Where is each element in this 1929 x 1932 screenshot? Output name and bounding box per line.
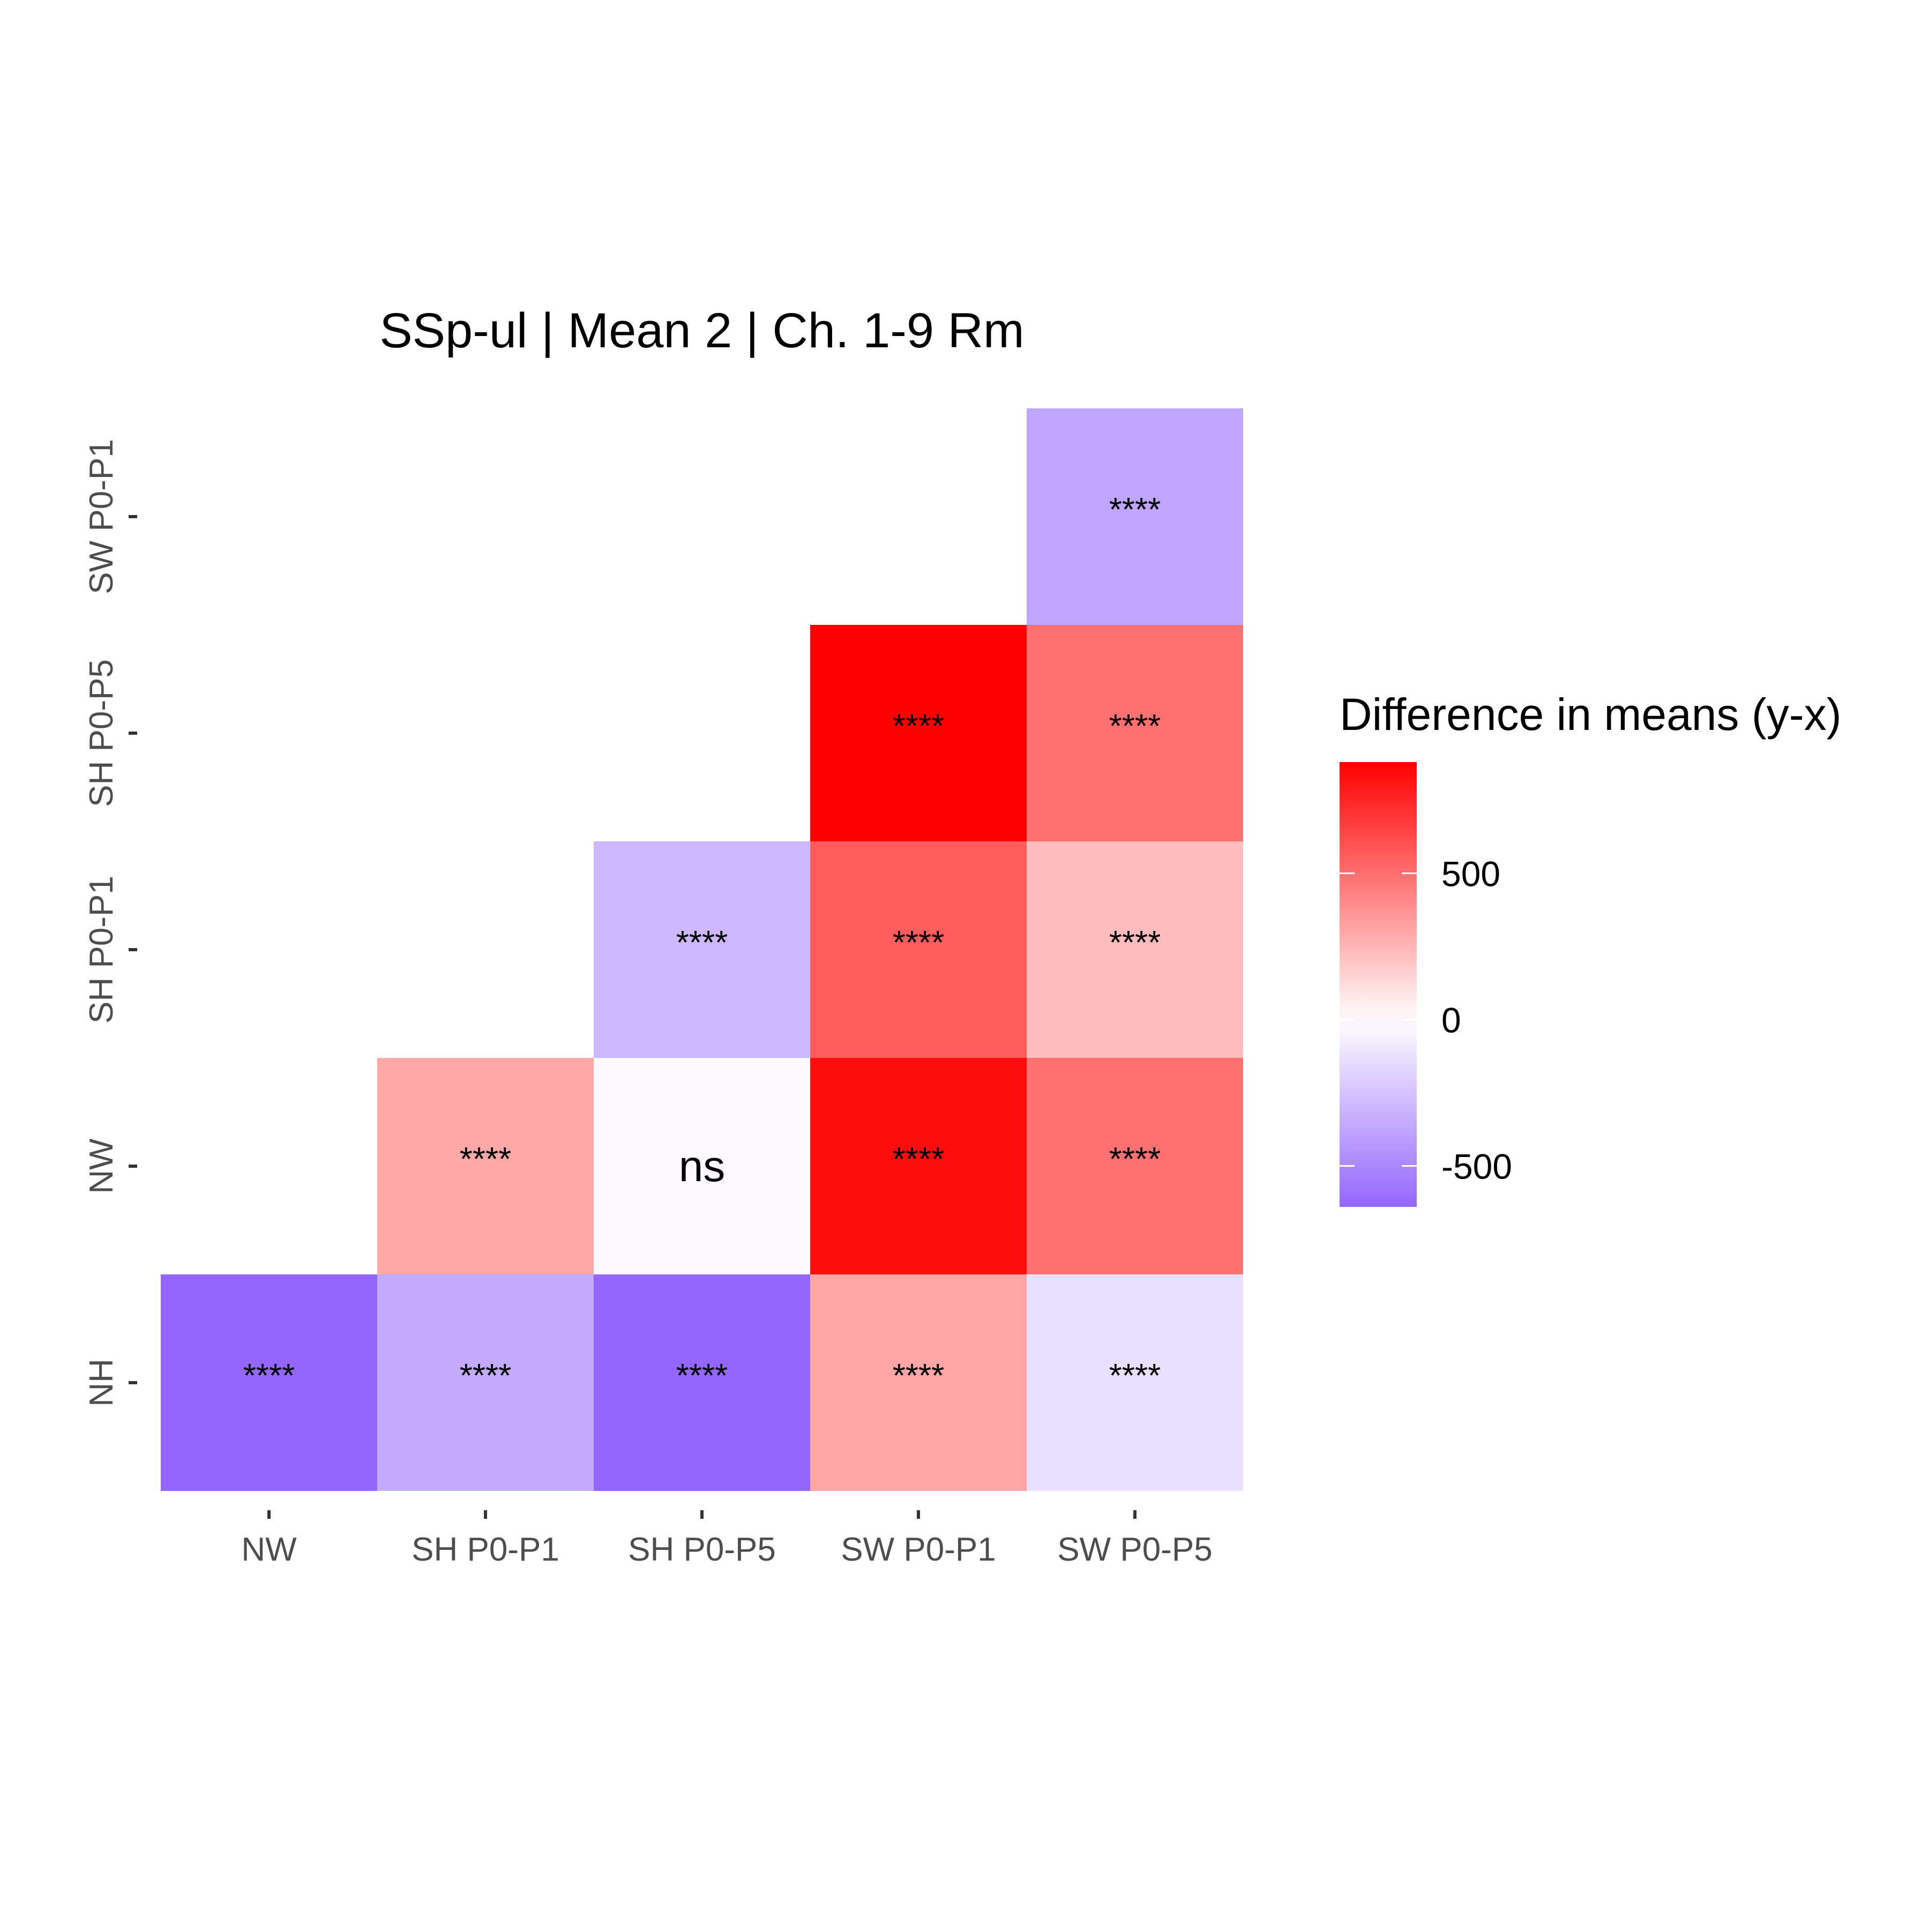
heatmap-cell-sw-p0-p1-vs-nw: [810, 1058, 1027, 1274]
cell-label-sh-p0-p5-vs-nw: ns: [679, 1142, 726, 1191]
heatmap-cells: [161, 408, 1243, 1491]
heatmap-cell-sh-p0-p5-vs-nw: [594, 1058, 810, 1274]
legend-tick-label-0: 0: [1441, 1001, 1461, 1040]
cell-label-sw-p0-p5-vs-sh-p0-p1: ****: [1109, 924, 1161, 961]
cell-label-sw-p0-p5-vs-sw-p0-p1: ****: [1109, 491, 1161, 528]
cell-label-sh-p0-p5-vs-nh: ****: [676, 1357, 728, 1394]
cell-label-sw-p0-p5-vs-sh-p0-p5: ****: [1109, 708, 1161, 745]
heatmap-cell-sw-p0-p5-vs-nw: [1027, 1058, 1243, 1274]
y-tick-label-sw-p0-p1: SW P0-P1: [83, 439, 120, 594]
y-tick-label-nw: NW: [83, 1138, 120, 1194]
cell-label-sh-p0-p1-vs-nw: ****: [460, 1141, 512, 1178]
heatmap-cell-sh-p0-p5-vs-nh: [594, 1274, 810, 1491]
heatmap-cell-sw-p0-p1-vs-nh: [810, 1274, 1027, 1491]
legend-tick-label-500: 500: [1441, 854, 1500, 894]
y-tick-label-nh: NH: [83, 1359, 120, 1407]
cell-label-sh-p0-p1-vs-nh: ****: [460, 1357, 512, 1394]
x-tick-label-sw-p0-p5: SW P0-P5: [1057, 1531, 1212, 1568]
cell-labels: **** **** **** **** **** **** ns **** **** **** **…: [243, 491, 1161, 1394]
x-tick-label-nw: NW: [241, 1531, 297, 1568]
y-tick-label-sh-p0-p5: SH P0-P5: [83, 659, 120, 807]
cell-label-sw-p0-p5-vs-nh: ****: [1109, 1357, 1161, 1394]
cell-label-sw-p0-p1-vs-sh-p0-p1: ****: [893, 924, 945, 961]
x-axis: NW SH P0-P1 SH P0-P5 SW P0-P1 SW P0-P5: [241, 1510, 1213, 1568]
cell-label-nw-vs-nh: ****: [243, 1357, 295, 1394]
heatmap-cell-sw-p0-p5-vs-nh: [1027, 1274, 1243, 1491]
heatmap-cell-sw-p0-p5-vs-sh-p0-p1: [1027, 841, 1243, 1058]
heatmap-cell-sw-p0-p1-vs-sh-p0-p1: [810, 841, 1027, 1058]
heatmap-cell-sw-p0-p5-vs-sh-p0-p5: [1027, 625, 1243, 841]
heatmap-cell-nw-vs-nh: [161, 1274, 377, 1491]
x-tick-label-sw-p0-p1: SW P0-P1: [841, 1531, 996, 1568]
cell-label-sw-p0-p1-vs-nw: ****: [893, 1141, 945, 1178]
legend-colorbar: [1340, 762, 1417, 1207]
x-tick-label-sh-p0-p5: SH P0-P5: [628, 1531, 776, 1568]
cell-label-sw-p0-p1-vs-sh-p0-p5: ****: [893, 708, 945, 745]
y-tick-label-sh-p0-p1: SH P0-P1: [83, 876, 120, 1024]
heatmap-cell-sw-p0-p1-vs-sh-p0-p5: [810, 625, 1027, 841]
heatmap-cell-sw-p0-p5-vs-sw-p0-p1: [1027, 408, 1243, 625]
legend-title: Difference in means (y-x): [1340, 689, 1842, 740]
heatmap-cell-sh-p0-p1-vs-nw: [377, 1058, 594, 1274]
cell-label-sw-p0-p5-vs-nw: ****: [1109, 1141, 1161, 1178]
legend-tick-label--500: -500: [1441, 1147, 1512, 1187]
color-legend: Difference in means (y-x) -500 0 500: [1340, 689, 1842, 1207]
cell-label-sw-p0-p1-vs-nh: ****: [893, 1357, 945, 1394]
heatmap-cell-sh-p0-p5-vs-sh-p0-p1: [594, 841, 810, 1058]
y-axis: NH NW SH P0-P1 SH P0-P5 SW P0-P1: [83, 439, 137, 1407]
x-tick-label-sh-p0-p1: SH P0-P1: [412, 1531, 559, 1568]
cell-label-sh-p0-p5-vs-sh-p0-p1: ****: [676, 924, 728, 961]
chart-title: SSp-ul | Mean 2 | Ch. 1-9 Rm: [379, 303, 1024, 358]
heatmap-cell-sh-p0-p1-vs-nh: [377, 1274, 594, 1491]
